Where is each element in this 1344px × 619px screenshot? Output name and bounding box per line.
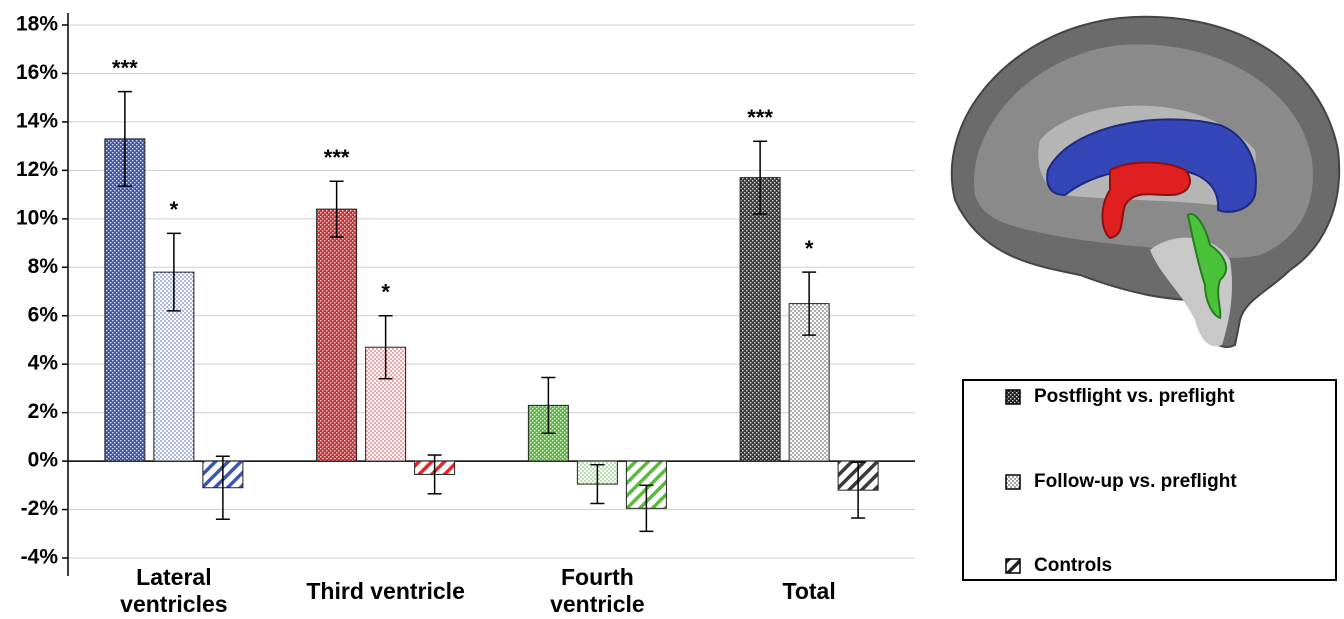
legend-label: Follow-up vs. preflight bbox=[1034, 471, 1237, 492]
legend-box bbox=[962, 379, 1337, 581]
bar bbox=[316, 208, 358, 462]
y-tick-label: 16% bbox=[16, 61, 58, 84]
y-tick-label: 2% bbox=[28, 400, 59, 423]
y-tick-label: 8% bbox=[28, 255, 59, 278]
significance: * bbox=[381, 280, 390, 305]
x-tick-label: Total bbox=[782, 577, 836, 604]
y-tick-label: 12% bbox=[16, 158, 58, 181]
x-tick-label: Fourth ventricle bbox=[550, 564, 645, 617]
y-tick-label: 6% bbox=[28, 303, 59, 326]
significance: *** bbox=[747, 105, 773, 130]
y-tick-label: 4% bbox=[28, 352, 59, 375]
legend-label: Postflight vs. preflight bbox=[1034, 386, 1235, 407]
y-tick-label: -4% bbox=[21, 546, 59, 569]
brain-illustration bbox=[950, 15, 1341, 348]
legend-swatch bbox=[1005, 389, 1021, 405]
legend-swatch bbox=[1005, 558, 1021, 574]
y-tick-label: 18% bbox=[16, 13, 58, 36]
x-tick-label: Third ventricle bbox=[306, 577, 465, 604]
legend-swatch bbox=[1005, 474, 1021, 490]
y-tick-label: 0% bbox=[28, 449, 59, 472]
legend-label: Controls bbox=[1034, 555, 1112, 576]
y-tick-label: 14% bbox=[16, 109, 58, 132]
significance: *** bbox=[112, 55, 138, 80]
significance: *** bbox=[324, 145, 350, 170]
bar bbox=[739, 177, 781, 462]
significance: * bbox=[170, 197, 179, 222]
y-tick-label: -2% bbox=[21, 497, 59, 520]
significance: * bbox=[805, 236, 814, 261]
y-tick-label: 10% bbox=[16, 206, 58, 229]
bar bbox=[104, 138, 146, 462]
x-tick-label: Lateral ventricles bbox=[120, 564, 228, 617]
